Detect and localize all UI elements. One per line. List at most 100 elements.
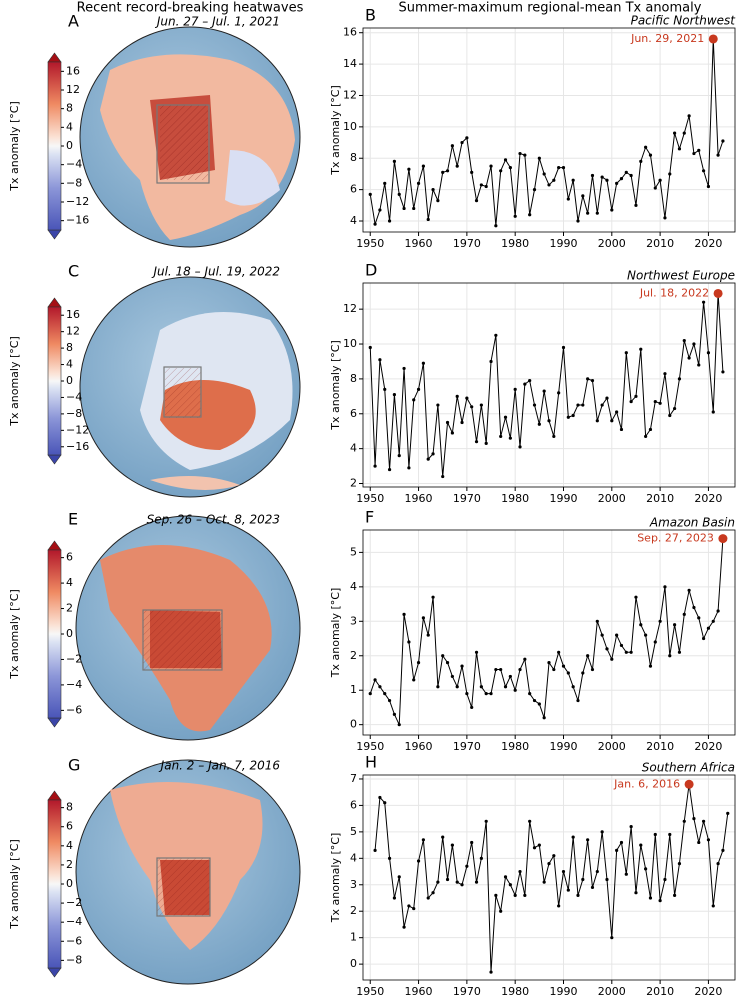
point	[465, 136, 469, 140]
point	[668, 654, 672, 658]
point	[701, 819, 706, 823]
point	[687, 356, 691, 360]
point	[697, 616, 701, 620]
point	[392, 392, 397, 397]
point	[518, 445, 522, 449]
point	[402, 366, 406, 371]
chart: F Amazon Basin 0 1 2 3 4 5 1950 1960 1970 1980 1990 2…	[329, 508, 736, 753]
colorbar-tick-label: −8	[66, 407, 82, 420]
x-tick-label: 1990	[549, 237, 577, 250]
colorbar-label: Tx anomaly [°C]	[8, 839, 21, 929]
point	[474, 880, 479, 884]
point	[426, 633, 430, 637]
point	[518, 667, 522, 672]
y-tick-label: 6	[350, 798, 357, 811]
y-tick-label: 5	[350, 545, 357, 558]
point	[590, 379, 595, 383]
point	[387, 856, 392, 860]
point	[624, 872, 628, 876]
point	[426, 217, 430, 222]
x-tick-label: 1980	[501, 985, 529, 998]
point	[407, 904, 411, 908]
point	[552, 667, 556, 672]
point	[557, 904, 561, 908]
point	[528, 213, 532, 217]
colorbar	[47, 61, 62, 231]
colorbar-tick-label: −4	[66, 158, 82, 171]
point	[648, 427, 653, 432]
point	[595, 211, 599, 215]
point	[402, 612, 406, 617]
point	[523, 153, 527, 157]
point	[663, 372, 667, 376]
point	[489, 164, 493, 168]
y-tick-label: 12	[343, 88, 357, 101]
panel-letter: F	[365, 508, 374, 527]
point	[721, 848, 725, 852]
point	[474, 650, 479, 654]
point	[373, 464, 377, 468]
point	[484, 819, 488, 823]
point	[687, 588, 691, 592]
point	[523, 893, 527, 897]
x-tick-label: 1970	[453, 237, 481, 250]
point	[373, 222, 377, 226]
point	[445, 169, 450, 173]
y-tick-label: 16	[343, 26, 357, 39]
point	[648, 153, 653, 157]
point	[610, 208, 614, 212]
x-tick-label: 2020	[694, 237, 722, 250]
colorbar-label: Tx anomaly [°C]	[8, 101, 21, 191]
point	[392, 896, 397, 900]
point	[547, 862, 551, 866]
point	[673, 131, 677, 135]
x-tick-label: 2000	[598, 985, 626, 998]
y-tick-label: 2	[350, 649, 357, 662]
colorbar-tick-label: −16	[66, 214, 89, 227]
point	[416, 387, 421, 391]
y-axis-label: Tx anomaly [°C]	[329, 833, 342, 923]
point	[639, 159, 643, 163]
point	[571, 413, 575, 418]
point	[692, 605, 696, 610]
point	[619, 643, 624, 648]
point	[494, 224, 498, 228]
globe-e	[75, 515, 301, 741]
point	[373, 848, 377, 852]
point	[421, 616, 425, 620]
plot-frame	[362, 774, 736, 981]
x-tick-label: 1980	[501, 237, 529, 250]
point	[682, 819, 686, 823]
point	[644, 145, 648, 149]
plot-frame	[362, 282, 736, 488]
point	[653, 640, 657, 644]
point	[479, 403, 483, 407]
point	[387, 698, 392, 703]
y-tick-label: 4	[350, 580, 357, 593]
x-tick-label: 2010	[646, 740, 674, 753]
point	[412, 678, 416, 682]
y-tick-label: 4	[350, 214, 357, 227]
point	[537, 843, 541, 847]
point	[590, 667, 595, 672]
point	[586, 211, 590, 215]
point	[677, 377, 682, 381]
point	[499, 169, 503, 173]
series-line	[369, 538, 724, 725]
point	[668, 832, 672, 837]
colorbar-extend	[47, 297, 62, 308]
point	[479, 183, 483, 187]
point	[528, 692, 532, 696]
point	[460, 664, 464, 668]
colorbar-tick-label: 0	[66, 139, 73, 152]
colorbar-label: Tx anomaly [°C]	[8, 589, 21, 679]
point	[658, 619, 662, 623]
point	[503, 875, 508, 879]
point	[706, 351, 711, 355]
x-tick-label: 2010	[646, 492, 674, 505]
x-tick-label: 1980	[501, 492, 529, 505]
point	[465, 864, 469, 868]
point	[581, 877, 585, 882]
colorbar-tick-label: −16	[66, 440, 89, 453]
point	[494, 667, 498, 672]
